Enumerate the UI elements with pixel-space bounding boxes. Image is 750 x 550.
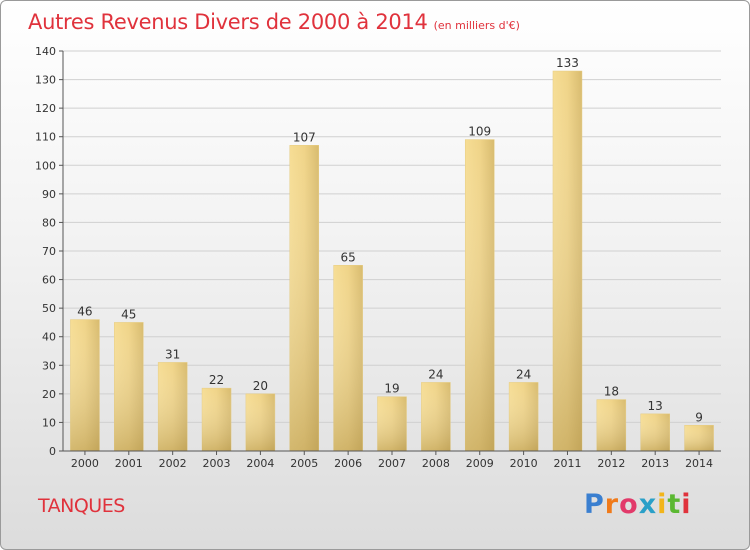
y-tick-label: 100 — [35, 159, 56, 172]
y-axis-ticks: 0 10 20 30 40 50 60 70 80 90 100 110 120 130 140 — [35, 45, 63, 458]
bar-value-label: 19 — [384, 382, 399, 396]
bar-value-label: 109 — [468, 125, 491, 139]
town-name: TANQUES — [38, 495, 125, 517]
y-tick-label: 60 — [42, 274, 56, 287]
chart-title-text: Autres Revenus Divers de 2000 à 2014 — [28, 10, 428, 34]
x-tick-label: 2001 — [115, 457, 143, 470]
x-tick-label: 2000 — [71, 457, 99, 470]
x-tick-label: 2011 — [553, 457, 581, 470]
x-tick-label: 2004 — [246, 457, 274, 470]
bar-value-label: 22 — [209, 373, 224, 387]
y-tick-label: 120 — [35, 102, 56, 115]
y-tick-label: 110 — [35, 131, 56, 144]
y-tick-label: 50 — [42, 302, 56, 315]
bar-value-label: 9 — [695, 410, 703, 424]
bar-value-label: 46 — [77, 305, 92, 319]
y-tick-label: 90 — [42, 188, 56, 201]
y-tick-label: 140 — [35, 45, 56, 58]
x-tick-label: 2002 — [159, 457, 187, 470]
bar-shade — [465, 139, 495, 452]
x-tick-label: 2008 — [422, 457, 450, 470]
y-tick-label: 20 — [42, 388, 56, 401]
bar-shade — [70, 319, 100, 451]
bar-value-label: 18 — [604, 385, 619, 399]
chart-title: Autres Revenus Divers de 2000 à 2014 (en … — [28, 10, 520, 34]
bar-shade — [377, 396, 407, 451]
logo-letter: i — [657, 489, 668, 520]
bar-shade — [421, 382, 451, 451]
bar-shade — [114, 322, 144, 451]
bar-shade — [684, 425, 714, 451]
y-tick-label: 130 — [35, 74, 56, 87]
proxiti-logo[interactable]: Proxiti — [584, 489, 692, 520]
bars: 46 45 31 22 20 107 65 19 24 109 24 133 18 13 9 — [70, 56, 714, 452]
bar-shade — [509, 382, 539, 451]
x-tick-label: 2005 — [290, 457, 318, 470]
bar-value-label: 24 — [516, 367, 531, 381]
bar-shade — [596, 399, 626, 451]
bar-shade — [202, 388, 232, 451]
y-tick-label: 10 — [42, 416, 56, 429]
logo-letter: x — [638, 489, 658, 520]
bar-shade — [552, 71, 582, 451]
x-tick-label: 2010 — [510, 457, 538, 470]
x-tick-label: 2009 — [466, 457, 494, 470]
bar-value-label: 20 — [253, 379, 268, 393]
bar-value-label: 133 — [556, 56, 579, 70]
bar-shade — [333, 265, 363, 451]
bar-shade — [640, 413, 670, 451]
x-tick-label: 2003 — [203, 457, 231, 470]
x-tick-label: 2012 — [597, 457, 625, 470]
x-axis-ticks: 2000 2001 2002 2003 2004 2005 2006 2007 2008 2009… — [71, 451, 713, 470]
bar-value-label: 13 — [648, 399, 663, 413]
logo-letter: o — [619, 489, 639, 520]
x-tick-label: 2006 — [334, 457, 362, 470]
bar-shade — [158, 362, 188, 451]
logo-letter: P — [584, 489, 605, 520]
logo-letter: r — [604, 489, 620, 520]
chart-unit: (en milliers d'€) — [433, 19, 520, 32]
y-tick-label: 40 — [42, 331, 56, 344]
x-tick-label: 2013 — [641, 457, 669, 470]
bar-value-label: 45 — [121, 307, 136, 321]
bar-value-label: 107 — [293, 130, 316, 144]
x-tick-label: 2007 — [378, 457, 406, 470]
y-tick-label: 0 — [49, 445, 56, 458]
bar-value-label: 24 — [428, 367, 443, 381]
bar-value-label: 31 — [165, 347, 180, 361]
logo-letter: t — [667, 489, 682, 520]
y-tick-label: 70 — [42, 245, 56, 258]
bar-shade — [245, 393, 275, 451]
y-tick-label: 30 — [42, 359, 56, 372]
bar-value-label: 65 — [340, 250, 355, 264]
logo-letter: i — [681, 489, 692, 520]
bar-shade — [289, 145, 319, 452]
y-tick-label: 80 — [42, 216, 56, 229]
x-tick-label: 2014 — [685, 457, 713, 470]
